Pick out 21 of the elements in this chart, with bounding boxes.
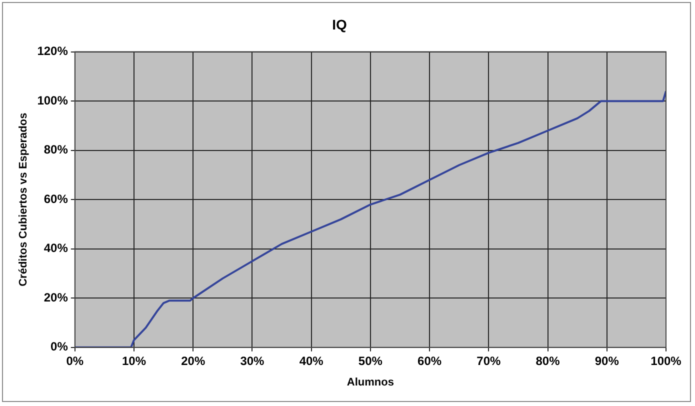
y-tick-label: 100% [37,93,68,108]
x-tick-label: 70% [476,354,501,368]
y-tick-label: 60% [44,192,68,206]
x-tick-label: 80% [536,354,560,368]
x-tick-label: 30% [240,354,265,368]
y-tick-label: 20% [44,290,68,304]
x-tick-label: 40% [299,354,324,368]
chart-title: IQ [332,16,347,32]
x-axis-title: Alumnos [346,376,394,388]
x-tick-label: 90% [594,354,620,368]
x-tick-label: 60% [418,354,442,368]
x-tick-label: 0% [66,354,84,368]
x-tick-label: 100% [650,354,682,368]
y-tick-label: 120% [37,44,68,58]
y-axis-title: Créditos Cubiertos vs Esperados [18,112,30,286]
y-tick-label: 40% [44,241,68,256]
y-tick-label: 80% [44,142,68,157]
x-tick-label: 50% [358,354,383,368]
y-tick-label: 0% [50,340,68,354]
x-tick-label: 20% [181,354,206,368]
x-tick-label: 10% [122,354,146,368]
